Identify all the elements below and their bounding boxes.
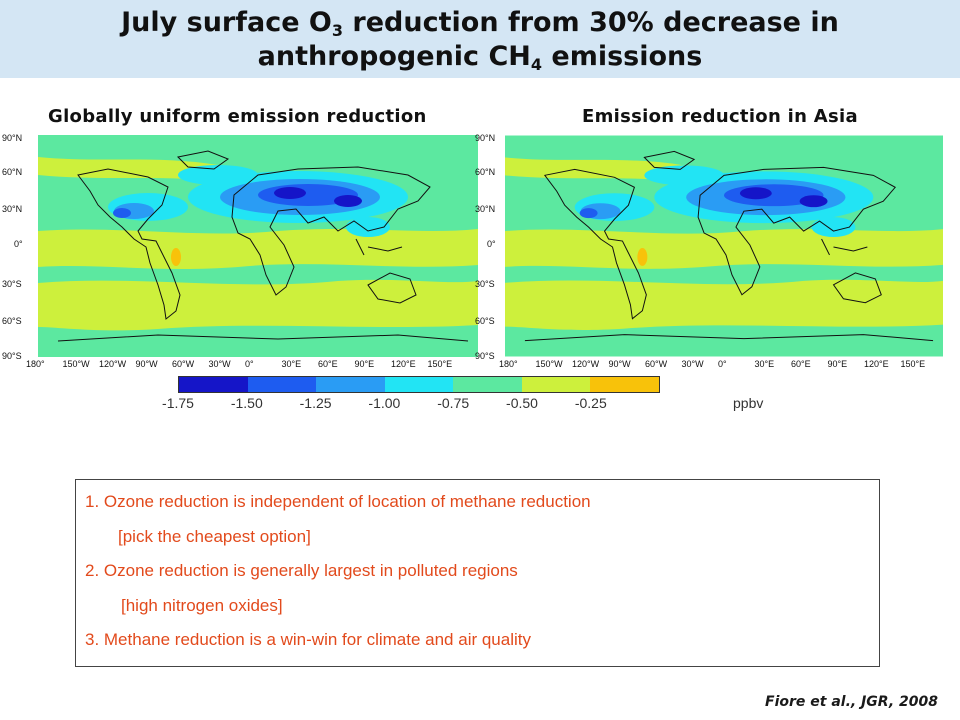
- left-ozone-map: 90°N 60°N 30°N 0° 30°S 60°S 90°S 180° 150°W 120°…: [0, 133, 480, 373]
- latitude-label: 30°S: [475, 279, 495, 289]
- latitude-label: 90°S: [475, 351, 495, 361]
- latitude-label: 30°N: [475, 204, 496, 214]
- longitude-label: 30°E: [281, 359, 302, 369]
- finding-2: 2. Ozone reduction is generally largest …: [85, 561, 518, 580]
- longitude-label: 150°E: [900, 359, 926, 369]
- longitude-label: 150°E: [427, 359, 453, 369]
- slide-title-line-1: July surface O3 reduction from 30% decre…: [121, 7, 839, 40]
- latitude-axis: 90°N 60°N 30°N 0° 30°S 60°S 90°S: [0, 133, 38, 361]
- longitude-label: 120°E: [391, 359, 416, 369]
- colorbar-unit: ppbv: [733, 395, 764, 411]
- colorbar-tick-label: -1.50: [230, 395, 263, 411]
- latitude-label: 90°N: [475, 133, 496, 143]
- finding-2-detail: [high nitrogen oxides]: [121, 595, 283, 615]
- longitude-label: 30°W: [681, 359, 704, 369]
- longitude-label: 60°W: [172, 359, 195, 369]
- colorbar-segment: [590, 377, 660, 392]
- longitude-label: 30°W: [208, 359, 231, 369]
- colorbar-segment: [453, 377, 522, 392]
- colorbar-segment: [384, 377, 454, 392]
- latitude-label: 90°S: [2, 351, 22, 361]
- longitude-label: 60°E: [791, 359, 811, 369]
- right-ozone-map: 90°N 60°N 30°N 0° 30°S 60°S 90°S 180° 150°W 120°…: [473, 133, 953, 373]
- right-map-heading: Emission reduction in Asia: [582, 106, 858, 127]
- longitude-label: 150°W: [535, 359, 563, 369]
- latitude-label: 90°N: [2, 133, 23, 143]
- latitude-label: 60°S: [2, 316, 22, 326]
- longitude-label: 120°W: [99, 359, 127, 369]
- colorbar-segment: [316, 377, 385, 392]
- longitude-label: 60°W: [645, 359, 668, 369]
- latitude-label: 0°: [487, 239, 496, 249]
- colorbar-tick-label: -0.50: [506, 395, 538, 411]
- longitude-label: 90°E: [827, 359, 848, 369]
- colorbar-tick-label: -0.75: [437, 395, 470, 411]
- longitude-label: 90°W: [135, 359, 158, 369]
- longitude-label: 60°E: [318, 359, 338, 369]
- colorbar-tick-label: -1.00: [368, 395, 401, 411]
- longitude-label: 120°E: [864, 359, 889, 369]
- longitude-label: 150°W: [62, 359, 90, 369]
- longitude-label: 180°: [499, 359, 518, 369]
- colorbar-segment: [179, 377, 248, 392]
- colorbar: [178, 376, 660, 393]
- latitude-axis: 90°N 60°N 30°N 0° 30°S 60°S 90°S: [473, 133, 511, 361]
- colorbar-tick-label: -1.75: [162, 395, 194, 411]
- latitude-label: 60°N: [475, 167, 496, 177]
- latitude-label: 30°N: [2, 204, 23, 214]
- longitude-label: 90°E: [354, 359, 375, 369]
- longitude-label: 0°: [718, 359, 727, 369]
- left-map-heading: Globally uniform emission reduction: [48, 106, 427, 127]
- colorbar-segment: [247, 377, 317, 392]
- ozone-reduction-field-global: [38, 135, 478, 357]
- finding-3: 3. Methane reduction is a win-win for cl…: [85, 630, 531, 649]
- latitude-label: 60°N: [2, 167, 23, 177]
- citation: Fiore et al., JGR, 2008: [765, 694, 938, 710]
- latitude-label: 60°S: [475, 316, 495, 326]
- latitude-label: 30°S: [2, 279, 22, 289]
- longitude-label: 120°W: [572, 359, 600, 369]
- finding-1-detail: [pick the cheapest option]: [118, 526, 311, 546]
- colorbar-tick-label: -0.25: [574, 395, 607, 411]
- ozone-reduction-field-asia: [505, 135, 943, 357]
- colorbar-tick-label: -1.25: [299, 395, 332, 411]
- finding-1: 1. Ozone reduction is independent of loc…: [85, 492, 591, 511]
- longitude-label: 0°: [245, 359, 254, 369]
- colorbar-segment: [521, 377, 591, 392]
- slide-title-line-2: anthropogenic CH4 emissions: [257, 41, 703, 74]
- title-banner: July surface O3 reduction from 30% decre…: [0, 0, 960, 78]
- longitude-label: 180°: [26, 359, 45, 369]
- findings-box: 1. Ozone reduction is independent of loc…: [75, 479, 880, 667]
- longitude-label: 30°E: [754, 359, 775, 369]
- latitude-label: 0°: [14, 239, 23, 249]
- longitude-label: 90°W: [608, 359, 631, 369]
